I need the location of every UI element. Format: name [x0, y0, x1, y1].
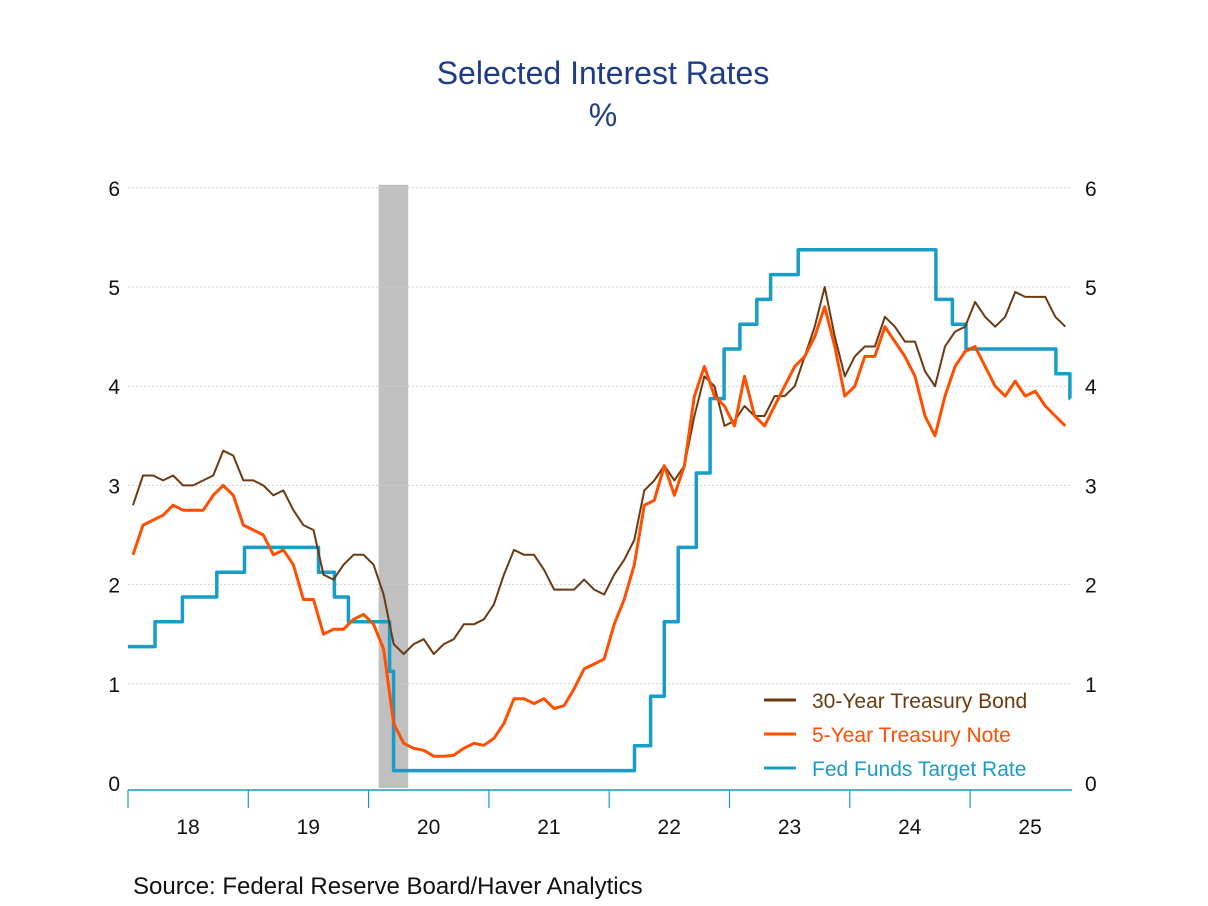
legend-label: 30-Year Treasury Bond — [812, 690, 1027, 713]
legend: 30-Year Treasury Bond 5-Year Treasury Not… — [764, 690, 1027, 781]
x-tick-label: 20 — [417, 816, 440, 839]
x-tick-label: 24 — [898, 816, 922, 839]
y-tick-label-right: 6 — [1085, 178, 1097, 201]
y-axis-right: 0 1 2 3 4 5 6 — [1085, 178, 1097, 796]
y-tick-label-left: 5 — [108, 277, 120, 300]
y-tick-label-left: 4 — [108, 376, 120, 399]
gridlines — [128, 187, 1072, 685]
y-tick-label-left: 0 — [108, 773, 120, 796]
y-tick-label-right: 0 — [1085, 773, 1097, 796]
y-tick-label-left: 1 — [108, 674, 120, 697]
y-tick-label-right: 3 — [1085, 475, 1097, 498]
legend-label: Fed Funds Target Rate — [812, 758, 1026, 781]
y-tick-label-right: 5 — [1085, 277, 1097, 300]
x-tick-label: 23 — [778, 816, 801, 839]
x-axis: 18 19 20 21 22 23 24 25 — [127, 789, 1072, 839]
chart-title: Selected Interest Rates — [437, 55, 770, 91]
legend-label: 5-Year Treasury Note — [812, 724, 1011, 747]
series-line-fed-funds-target-rate — [128, 248, 1072, 773]
x-tick-label: 21 — [537, 816, 560, 839]
y-tick-label-left: 6 — [108, 178, 120, 201]
series-line-5-year-treasury-note — [131, 305, 1067, 758]
source-note: Source: Federal Reserve Board/Haver Anal… — [133, 873, 643, 900]
x-tick-label: 22 — [658, 816, 681, 839]
y-tick-label-left: 2 — [108, 575, 120, 598]
y-tick-label-right: 4 — [1085, 376, 1097, 399]
y-tick-label-right: 1 — [1085, 674, 1097, 697]
y-tick-label-left: 3 — [108, 475, 120, 498]
x-tick-label: 19 — [297, 816, 320, 839]
series-line-30-year-treasury-bond — [132, 286, 1067, 655]
x-tick-label: 25 — [1018, 816, 1041, 839]
chart-subtitle: % — [589, 97, 617, 133]
y-tick-label-right: 2 — [1085, 575, 1097, 598]
y-axis-left: 0 1 2 3 4 5 6 — [108, 178, 120, 796]
series-lines — [128, 248, 1072, 773]
x-tick-label: 18 — [176, 816, 199, 839]
